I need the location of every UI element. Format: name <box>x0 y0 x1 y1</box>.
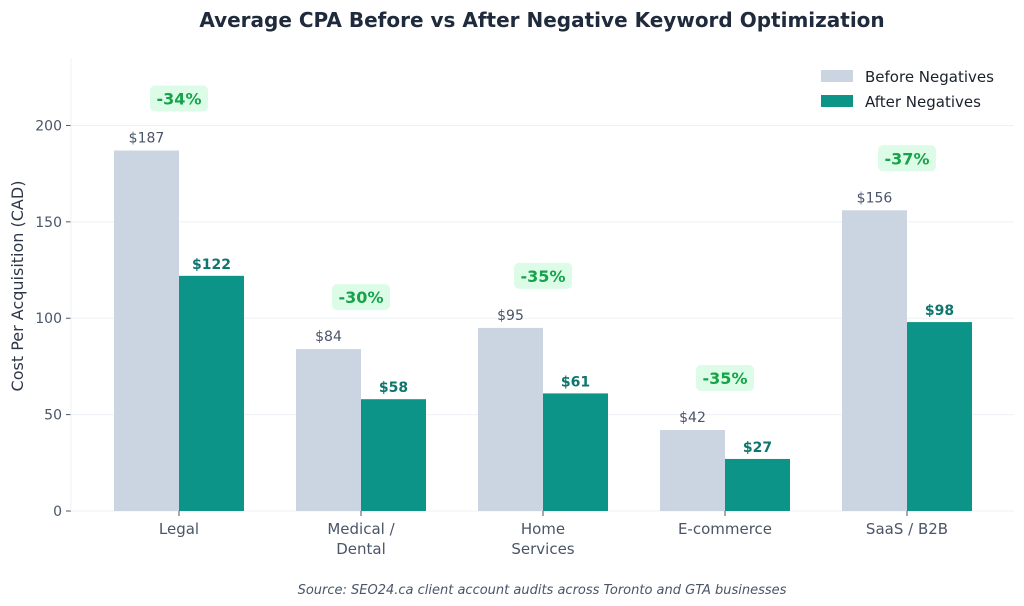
data-label-after: $58 <box>379 380 408 396</box>
bar-before <box>842 210 907 512</box>
data-labels: $187 $122 $84 $58 $95 $61 $42 $27 $156 $98 <box>129 131 954 456</box>
legend-label: Before Negatives <box>865 68 994 86</box>
x-tick-label: Dental <box>336 540 386 558</box>
data-label-before: $42 <box>679 410 706 426</box>
data-label-before: $187 <box>129 131 165 147</box>
y-axis-label: Cost Per Acquisition (CAD) <box>8 181 27 392</box>
change-badge <box>696 365 754 392</box>
bar-after <box>543 393 608 511</box>
bar-after <box>361 399 426 511</box>
x-tick-label: Legal <box>159 520 199 538</box>
y-tick-label: 0 <box>53 504 62 520</box>
change-label: -35% <box>703 369 748 388</box>
data-label-after: $98 <box>925 303 954 319</box>
change-badge <box>514 262 572 289</box>
change-label: -30% <box>339 288 384 307</box>
change-label: -35% <box>521 267 566 286</box>
bar-after <box>725 458 790 511</box>
data-label-after: $61 <box>561 374 590 390</box>
legend: Before Negatives After Negatives <box>821 68 994 111</box>
data-label-before: $95 <box>497 308 524 324</box>
bar-before <box>114 150 179 512</box>
change-badge <box>332 284 390 311</box>
y-tick-label: 150 <box>35 215 62 231</box>
bars <box>114 150 972 512</box>
legend-label: After Negatives <box>865 93 981 111</box>
data-label-after: $122 <box>192 257 231 273</box>
data-label-before: $156 <box>857 190 893 206</box>
data-label-after: $27 <box>743 440 772 456</box>
change-label: -34% <box>157 90 202 109</box>
x-tick-label: SaaS / B2B <box>866 520 948 538</box>
legend-swatch <box>821 70 853 82</box>
y-tick-label: 50 <box>44 408 62 424</box>
bar-after <box>179 275 244 511</box>
y-tick-label: 200 <box>35 118 62 134</box>
x-tick-label: Services <box>511 540 574 558</box>
x-tick-label: E-commerce <box>678 520 772 538</box>
change-badges: -34% -30% -35% -35% -37% <box>150 85 936 392</box>
change-label: -37% <box>885 149 930 168</box>
y-tick-label: 100 <box>35 311 62 327</box>
legend-swatch <box>821 95 853 107</box>
bar-before <box>478 327 543 511</box>
x-tick-label: Medical / <box>327 520 395 538</box>
change-badge <box>878 145 936 172</box>
data-label-before: $84 <box>315 329 342 345</box>
source-note: Source: SEO24.ca client account audits a… <box>298 583 787 598</box>
x-tick-label: Home <box>521 520 565 538</box>
bar-before <box>660 430 725 511</box>
change-badge <box>150 85 208 112</box>
chart-title: Average CPA Before vs After Negative Key… <box>199 8 884 32</box>
bar-before <box>296 349 361 511</box>
bar-after <box>907 322 972 511</box>
